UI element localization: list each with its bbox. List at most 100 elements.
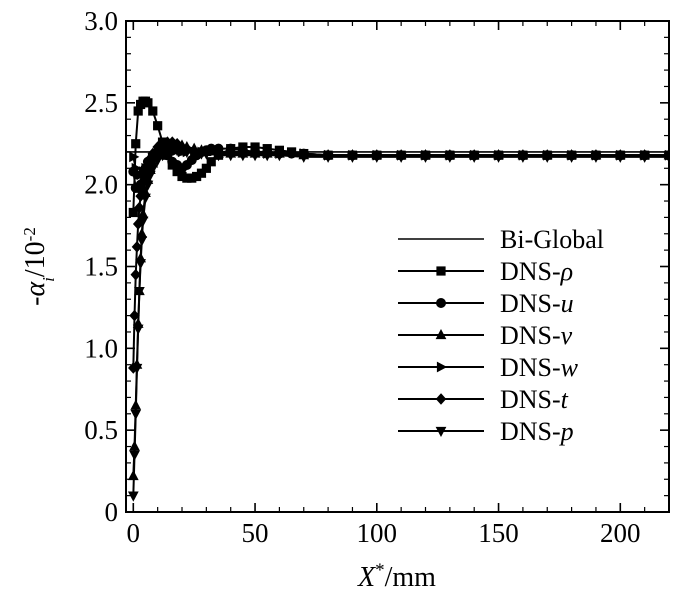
legend-label: DNS-p: [500, 417, 574, 446]
x-axis-title-rest: /mm: [385, 562, 437, 593]
legend-item: DNS-ρ: [398, 257, 573, 286]
data-point: [135, 259, 146, 270]
series-line: [132, 149, 669, 496]
legend-label-prefix: DNS-: [500, 385, 561, 414]
data-point: [128, 207, 138, 218]
data-point: [157, 151, 168, 162]
y-axis-title-prefix: -: [20, 297, 51, 306]
legend-item: DNS-v: [398, 321, 573, 350]
data-point: [130, 409, 142, 420]
data-point: [541, 152, 553, 163]
y-axis-title: -αi/10-2: [20, 227, 58, 306]
legend-label-prefix: DNS-: [500, 289, 561, 318]
x-tick-label: 50: [242, 518, 269, 548]
y-tick-label: 1.0: [84, 333, 118, 363]
legend-label-var: u: [561, 289, 574, 318]
data-point: [249, 151, 261, 162]
data-point: [152, 156, 164, 167]
legend-label: DNS-u: [500, 289, 574, 318]
data-point: [136, 236, 148, 247]
y-axis-title-sub: i: [39, 277, 58, 282]
legend-label-var: p: [559, 417, 574, 446]
data-point: [129, 151, 140, 163]
legend-item: DNS-t: [398, 385, 569, 414]
legend-marker: [435, 328, 447, 340]
data-point: [129, 450, 140, 461]
data-point: [136, 182, 148, 194]
legend-label: DNS-v: [500, 321, 573, 350]
data-point: [181, 147, 193, 158]
data-point: [188, 149, 200, 160]
plot-frame: [125, 20, 670, 513]
data-point: [566, 152, 577, 163]
data-point: [131, 139, 141, 149]
legend-label-var: w: [561, 353, 579, 382]
plot-border: [125, 20, 670, 513]
data-point: [420, 152, 431, 163]
legend-label-prefix: Bi-Global: [500, 225, 604, 254]
data-point: [225, 151, 237, 162]
legend-item: DNS-w: [398, 353, 579, 382]
data-point: [130, 268, 141, 281]
data-point: [132, 324, 144, 335]
series-dns-p-6: [127, 146, 669, 502]
data-point: [517, 152, 529, 163]
legend-item: DNS-u: [398, 289, 574, 318]
y-tick-label: 2.0: [84, 170, 118, 200]
y-tick-label: 1.5: [84, 252, 118, 282]
data-point: [127, 491, 139, 502]
data-point: [298, 152, 310, 163]
x-tick-label: 200: [600, 518, 641, 548]
data-point: [493, 152, 504, 163]
data-point: [444, 152, 456, 163]
y-tick-label: 0: [105, 497, 119, 527]
data-point: [237, 151, 249, 162]
legend-label: DNS-ρ: [500, 257, 573, 286]
data-point: [395, 152, 407, 163]
legend-marker: [435, 297, 446, 308]
legend-label-prefix: DNS-: [500, 417, 561, 446]
legend-label-var: ρ: [560, 257, 573, 286]
data-point: [131, 363, 143, 375]
axis-ticks: 0 50 100 150 200 0 0.5 1.0 1.5 2.0 2.5 3.0: [84, 6, 670, 548]
data-point: [274, 151, 285, 162]
legend-label-prefix: DNS-: [500, 321, 561, 350]
legend-label: Bi-Global: [500, 225, 604, 254]
y-tick-label: 0.5: [84, 415, 118, 445]
data-point: [147, 164, 159, 175]
data-point: [142, 180, 154, 191]
y-axis-title-sup: -2: [20, 227, 39, 241]
data-point: [261, 151, 273, 162]
y-axis-title-rest: /10: [20, 241, 51, 277]
data-point: [371, 152, 383, 163]
data-point: [153, 121, 163, 131]
y-axis-title-base: α: [20, 281, 51, 297]
data-point: [590, 152, 602, 163]
legend-marker: [435, 426, 447, 438]
data-point: [196, 168, 207, 178]
data-point: [200, 149, 212, 160]
series-lines: [126, 96, 669, 502]
series-line: [132, 144, 669, 477]
legend-label-prefix: DNS-: [500, 353, 561, 382]
data-point: [143, 98, 153, 108]
data-point: [347, 152, 358, 163]
legend-label: DNS-t: [500, 385, 569, 414]
legend-label-var: t: [561, 385, 569, 414]
data-point: [134, 286, 145, 298]
data-point: [131, 241, 143, 253]
x-axis-title-base: X: [357, 562, 376, 593]
x-tick-label: 100: [357, 518, 398, 548]
legend-item: DNS-p: [398, 417, 574, 446]
data-point: [137, 216, 149, 227]
data-point: [206, 157, 216, 167]
legend-marker: [436, 361, 448, 373]
y-tick-label: 3.0: [84, 6, 118, 36]
data-point: [134, 201, 145, 214]
legend-label: DNS-w: [500, 353, 579, 382]
legend-label-prefix: DNS-: [500, 257, 561, 286]
x-axis-title-sup: *: [375, 560, 385, 581]
y-tick-label: 2.5: [84, 88, 118, 118]
